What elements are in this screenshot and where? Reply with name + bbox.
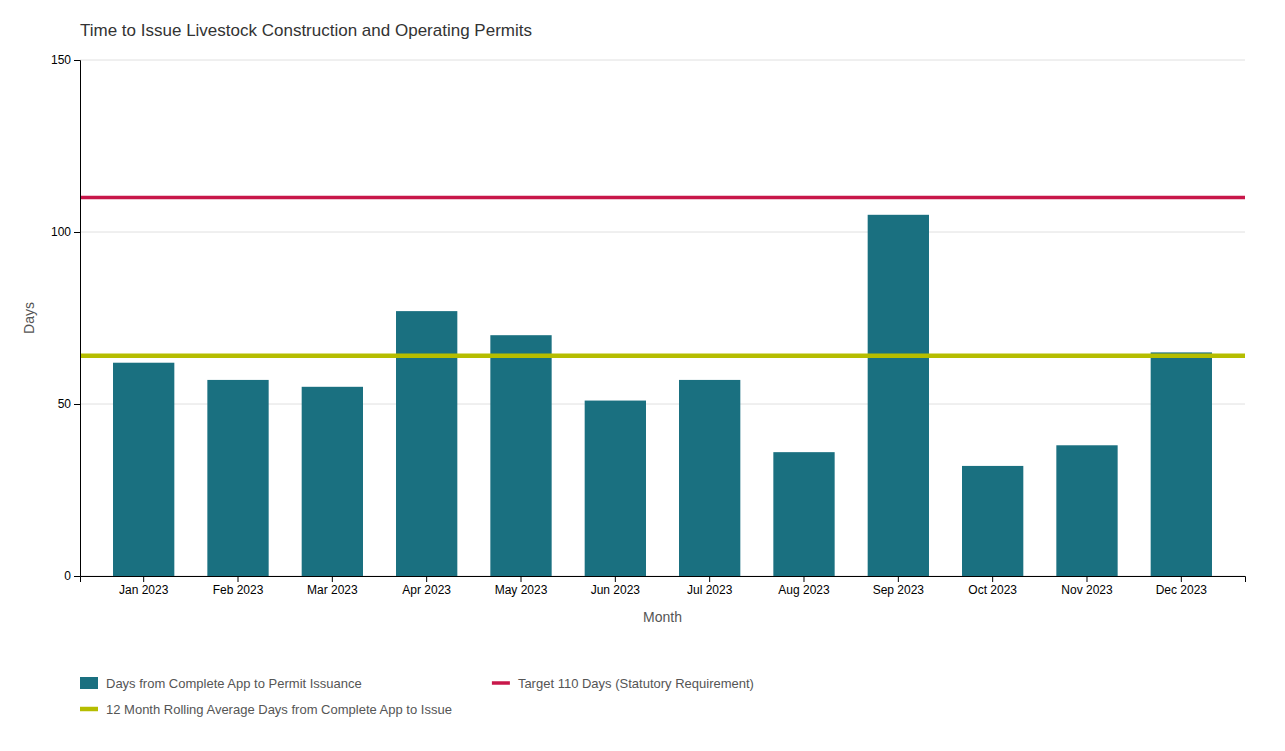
tick-mark [74,232,80,233]
grid-line [80,232,1245,233]
tick-label: Jul 2023 [687,583,733,597]
tick-mark [74,404,80,405]
bar [773,452,834,576]
legend-item: Target 110 Days (Statutory Requirement) [492,676,754,691]
bar-series [113,215,1212,576]
legend-swatch [492,681,510,685]
tick: Oct 2023 [968,576,1017,597]
tick-label: Apr 2023 [402,583,451,597]
tick-label: Jan 2023 [119,583,169,597]
tick: 0 [64,569,80,583]
tick-label: Dec 2023 [1156,583,1208,597]
y-axis-label: Days [21,302,37,334]
tick-mark [615,576,616,582]
axis-domain [81,577,1246,583]
tick: Nov 2023 [1061,576,1113,597]
x-axis: Jan 2023 Feb 2023 Mar 2023 Apr 2023 May 2023… [81,576,1246,597]
tick-label: Jun 2023 [591,583,641,597]
tick-label: Aug 2023 [778,583,830,597]
legend-item: 12 Month Rolling Average Days from Compl… [80,702,452,717]
tick-label: 100 [51,225,71,239]
tick: 150 [51,53,80,67]
legend-swatch [80,707,98,712]
tick-mark [709,576,710,582]
tick: Mar 2023 [307,576,358,597]
tick: May 2023 [495,576,548,597]
legend-item: Days from Complete App to Permit Issuanc… [80,676,362,691]
bar [113,363,174,576]
tick-label: 0 [64,569,71,583]
tick: 100 [51,225,80,239]
tick: Sep 2023 [873,576,925,597]
tick-label: 50 [58,397,72,411]
tick: 50 [58,397,80,411]
tick-mark [992,576,993,582]
axis-domain [74,61,81,577]
chart: Time to Issue Livestock Construction and… [0,0,1285,751]
legend: Days from Complete App to Permit Issuanc… [80,676,754,717]
y-axis: 0 50 100 150 [51,53,81,583]
bar [1056,445,1117,576]
bar [679,380,740,576]
tick: Aug 2023 [778,576,830,597]
tick: Jun 2023 [591,576,641,597]
bar [962,466,1023,576]
grid [80,60,1245,576]
bar [207,380,268,576]
tick-label: Feb 2023 [213,583,264,597]
legend-label: Days from Complete App to Permit Issuanc… [106,676,362,691]
tick-mark [803,576,804,582]
legend-label: Target 110 Days (Statutory Requirement) [518,676,754,691]
tick-label: Oct 2023 [968,583,1017,597]
grid-line [80,60,1245,61]
x-axis-label: Month [643,609,682,625]
reference-line [80,196,1245,200]
tick: Jan 2023 [119,576,169,597]
tick-mark [332,576,333,582]
tick-mark [521,576,522,582]
bar [396,311,457,576]
tick-mark [1086,576,1087,582]
tick-mark [426,576,427,582]
tick-mark [74,60,80,61]
tick-mark [74,576,80,577]
bar [490,335,551,576]
tick-mark [238,576,239,582]
reference-line [80,354,1245,359]
bar [868,215,929,576]
plot: 0 50 100 150 Jan 2023 Feb 2023 Mar 2023 Apr 202… [21,53,1246,625]
tick-label: 150 [51,53,71,67]
tick-label: Nov 2023 [1061,583,1113,597]
bar [585,401,646,576]
tick: Jul 2023 [687,576,733,597]
bar [1151,352,1212,576]
tick: Dec 2023 [1156,576,1208,597]
tick-label: Mar 2023 [307,583,358,597]
tick-mark [1181,576,1182,582]
legend-swatch [80,677,98,689]
tick-label: Sep 2023 [873,583,925,597]
tick-mark [898,576,899,582]
title: Time to Issue Livestock Construction and… [80,21,532,40]
tick: Feb 2023 [213,576,264,597]
marks [80,198,1245,576]
tick-mark [143,576,144,582]
tick: Apr 2023 [402,576,451,597]
bar [302,387,363,576]
tick-label: May 2023 [495,583,548,597]
legend-label: 12 Month Rolling Average Days from Compl… [106,702,452,717]
